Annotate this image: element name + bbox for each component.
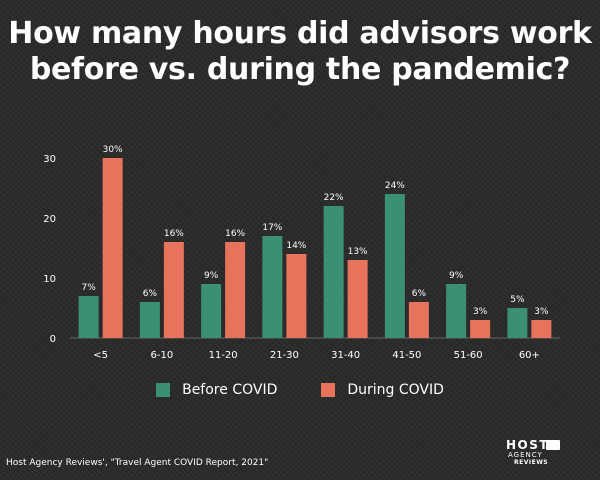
y-tick-label: 0: [50, 334, 56, 345]
data-label: 6%: [143, 289, 158, 299]
data-label: 9%: [449, 271, 464, 281]
bar-before-covid: [384, 194, 405, 338]
chart-title: How many hours did advisors work before …: [0, 16, 600, 88]
data-label: 22%: [324, 193, 344, 203]
x-tick-label: 60+: [519, 350, 540, 361]
x-tick-label: 31-40: [331, 350, 360, 361]
x-tick-label: 51-60: [454, 350, 483, 361]
y-tick-label: 10: [43, 274, 56, 285]
bar-before-covid: [446, 284, 467, 338]
data-label: 16%: [164, 229, 184, 239]
x-tick-label: <5: [93, 350, 108, 361]
data-label: 3%: [473, 307, 488, 317]
data-label: 24%: [385, 181, 405, 191]
chart-legend: Before COVID During COVID: [0, 382, 600, 398]
bar-during-covid: [163, 242, 184, 338]
data-label: 16%: [225, 229, 245, 239]
y-tick-label: 20: [43, 214, 56, 225]
bar-during-covid: [225, 242, 246, 338]
x-tick-label: 41-50: [392, 350, 421, 361]
legend-item-before: Before COVID: [156, 382, 277, 398]
logo-line-1: HOST: [506, 438, 550, 452]
logo-line-2: AGENCY: [508, 451, 543, 459]
legend-label-before: Before COVID: [182, 382, 278, 398]
bar-before-covid: [507, 308, 528, 338]
y-tick-label: 30: [43, 154, 56, 165]
bar-during-covid: [347, 260, 368, 338]
data-label: 17%: [262, 223, 282, 233]
bar-before-covid: [201, 284, 222, 338]
x-tick-label: 11-20: [209, 350, 238, 361]
source-credit: Host Agency Reviews', "Travel Agent COVI…: [6, 458, 269, 468]
legend-item-during: During COVID: [321, 382, 444, 398]
bar-before-covid: [262, 236, 283, 338]
bar-before-covid: [323, 206, 344, 338]
legend-label-during: During COVID: [347, 382, 444, 398]
data-label: 30%: [103, 145, 123, 155]
chart-title-line-2: before vs. during the pandemic?: [29, 52, 571, 87]
data-label: 9%: [204, 271, 219, 281]
legend-swatch-before: [156, 383, 171, 397]
data-label: 6%: [412, 289, 427, 299]
bar-before-covid: [139, 302, 160, 338]
host-agency-reviews-logo: HOST AGENCY REVIEWS: [506, 438, 566, 468]
data-label: 3%: [534, 307, 549, 317]
data-label: 7%: [81, 283, 96, 293]
bar-during-covid: [408, 302, 429, 338]
logo-line-3: REVIEWS: [514, 459, 549, 466]
data-label: 5%: [510, 295, 525, 305]
bar-during-covid: [286, 254, 307, 338]
chart-title-line-1: How many hours did advisors work: [8, 16, 592, 51]
bar-before-covid: [78, 296, 99, 338]
bar-during-covid: [470, 320, 491, 338]
bar-during-covid: [102, 158, 123, 338]
x-tick-label: 21-30: [270, 350, 299, 361]
legend-swatch-during: [321, 383, 336, 397]
data-label: 14%: [286, 241, 306, 251]
logo-box-icon: [546, 440, 560, 450]
bar-during-covid: [531, 320, 552, 338]
data-label: 13%: [348, 247, 368, 257]
x-tick-label: 6-10: [151, 350, 174, 361]
